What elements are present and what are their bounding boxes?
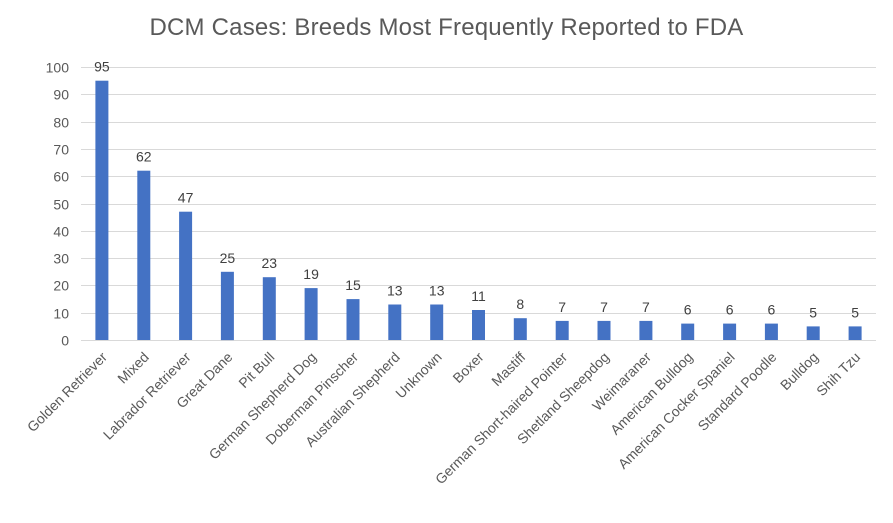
y-axis-tick-labels: 0 10 20 30 40 50 60 70 80 90 100 [46, 60, 70, 349]
category-label: Standard Poodle [694, 349, 779, 434]
data-label: 6 [684, 302, 692, 318]
y-tick-label: 70 [53, 142, 69, 158]
bar [179, 211, 193, 340]
bar [137, 170, 151, 340]
category-label: Mastiff [488, 349, 528, 389]
bar [262, 277, 276, 340]
chart-title: DCM Cases: Breeds Most Frequently Report… [149, 14, 744, 41]
bar [555, 320, 569, 340]
data-label: 6 [768, 302, 776, 318]
bar [639, 320, 653, 340]
data-label: 11 [471, 288, 486, 304]
bar [95, 80, 109, 340]
data-label: 6 [726, 302, 734, 318]
category-label: Mixed [114, 349, 152, 387]
y-tick-label: 80 [53, 115, 69, 131]
bar [806, 326, 820, 340]
data-label: 25 [220, 250, 236, 266]
category-label: Shih Tzu [813, 349, 863, 399]
bar [346, 299, 360, 340]
bar [220, 271, 234, 341]
y-tick-label: 10 [53, 306, 69, 322]
data-label: 5 [809, 304, 817, 320]
category-label: Golden Retriever [24, 349, 110, 435]
bar [597, 320, 611, 340]
y-tick-label: 20 [53, 278, 69, 294]
data-label: 13 [387, 283, 403, 299]
bar [388, 304, 402, 340]
data-label: 62 [136, 149, 152, 165]
data-labels: 95 62 47 25 23 19 15 13 13 11 8 7 7 7 6 6 6 5 5 [94, 59, 859, 321]
data-label: 95 [94, 59, 110, 75]
y-tick-label: 60 [53, 169, 69, 185]
data-label: 7 [558, 299, 566, 315]
bar [304, 288, 318, 340]
data-label: 19 [303, 266, 319, 282]
y-tick-label: 100 [46, 60, 70, 76]
data-label: 7 [642, 299, 650, 315]
y-tick-label: 90 [53, 87, 69, 103]
bars [95, 80, 862, 341]
data-label: 23 [262, 255, 278, 271]
data-label: 15 [345, 277, 361, 293]
y-tick-label: 40 [53, 224, 69, 240]
data-label: 7 [600, 299, 608, 315]
y-tick-label: 0 [61, 333, 69, 349]
bar [681, 323, 695, 340]
data-label: 47 [178, 190, 194, 206]
bar [848, 326, 862, 340]
category-label: Boxer [449, 349, 486, 386]
bar [764, 323, 778, 340]
data-label: 8 [516, 296, 524, 312]
bar [472, 310, 485, 340]
y-tick-label: 30 [53, 251, 69, 267]
data-label: 5 [851, 304, 859, 320]
y-tick-label: 50 [53, 197, 69, 213]
data-label: 13 [429, 283, 445, 299]
bar [430, 304, 444, 340]
category-label: Unknown [392, 349, 445, 402]
bar [513, 318, 527, 340]
bar [723, 323, 737, 340]
